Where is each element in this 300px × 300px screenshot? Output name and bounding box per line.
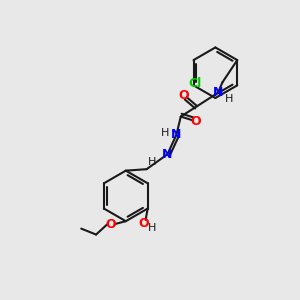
- Text: H: H: [161, 128, 169, 138]
- Text: N: N: [162, 148, 172, 161]
- Text: H: H: [148, 223, 156, 233]
- Text: O: O: [178, 89, 189, 102]
- Text: H: H: [225, 94, 233, 104]
- Text: N: N: [213, 86, 223, 99]
- Text: Cl: Cl: [188, 77, 202, 90]
- Text: H: H: [148, 157, 157, 167]
- Text: O: O: [106, 218, 116, 231]
- Text: O: O: [138, 217, 148, 230]
- Text: N: N: [171, 128, 182, 142]
- Text: O: O: [190, 115, 201, 128]
